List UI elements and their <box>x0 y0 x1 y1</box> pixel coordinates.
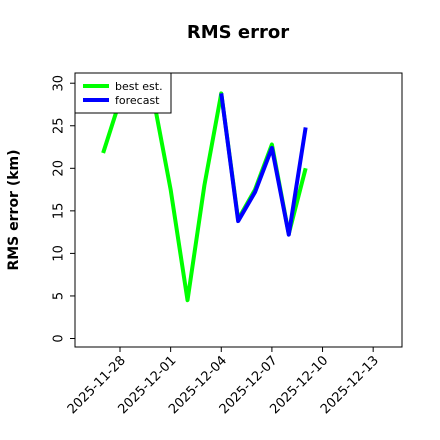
legend-label: best est. <box>115 80 163 93</box>
legend-box <box>74 72 172 114</box>
y-tick-label: 20 <box>52 160 67 177</box>
y-tick-label: 0 <box>52 334 67 342</box>
chart-title: RMS error <box>187 22 289 43</box>
y-tick-label: 5 <box>52 292 67 300</box>
y-tick-label: 30 <box>52 75 67 92</box>
legend: best est.forecast <box>74 72 172 114</box>
legend-label: forecast <box>115 94 160 107</box>
plot-frame <box>74 72 403 348</box>
y-tick-label: 25 <box>52 117 67 134</box>
data-line <box>219 93 308 237</box>
y-tick-label: 10 <box>52 245 67 262</box>
y-axis-label: RMS error (km) <box>6 149 22 270</box>
y-tick-label: 15 <box>52 203 67 220</box>
